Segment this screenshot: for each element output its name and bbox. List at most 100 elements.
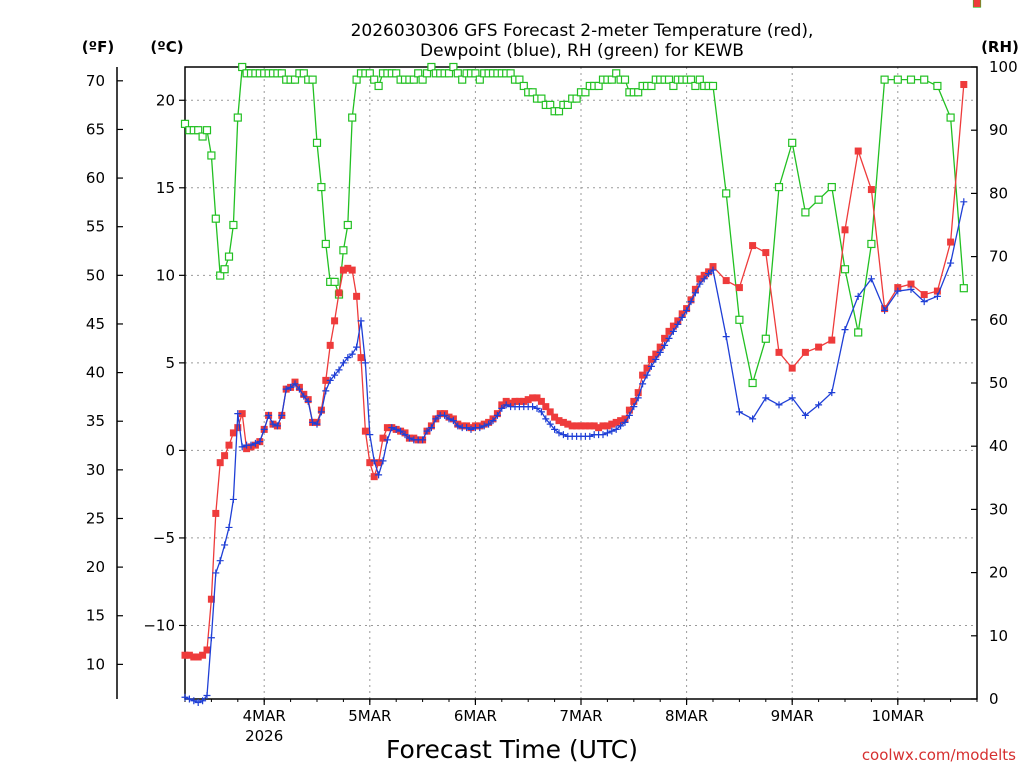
temperature-point: [854, 147, 862, 155]
dewpoint-point: [225, 523, 233, 531]
dewpoint-point: [933, 292, 941, 300]
dewpoint-point: [445, 415, 453, 423]
temperature-point: [331, 317, 339, 325]
dewpoint-point: [256, 438, 264, 446]
dewpoint-point: [678, 313, 686, 321]
rh-point: [946, 113, 955, 122]
rh-point: [546, 100, 555, 110]
temperature-point: [559, 418, 567, 426]
rh-point: [290, 75, 300, 84]
temperature-point: [639, 371, 647, 379]
temperature-line: [185, 84, 965, 658]
dewpoint-point: [480, 422, 488, 430]
dewpoint-point: [260, 425, 268, 433]
rh-tick-label: 100: [989, 58, 1018, 76]
temperature-point: [234, 424, 242, 432]
temperature-point: [617, 417, 625, 425]
dewpoint-point: [643, 371, 651, 379]
fahrenheit-tick-label: 55: [86, 218, 105, 236]
temperature-point: [612, 418, 620, 426]
date-tick-label: 6MAR: [454, 707, 497, 725]
rh-point: [519, 81, 528, 91]
rh-point: [880, 75, 889, 84]
rh-point: [220, 265, 229, 274]
rh-point: [409, 75, 418, 84]
dewpoint-point: [665, 334, 673, 342]
temperature-point: [221, 452, 229, 460]
celsius-unit-label: (ºC): [150, 38, 183, 56]
rh-tick-label: 60: [989, 311, 1008, 329]
temperature-point: [947, 238, 955, 246]
rh-point: [695, 75, 704, 84]
dewpoint-point: [502, 401, 510, 409]
temperature-point: [344, 264, 352, 272]
rh-point: [761, 334, 770, 343]
rh-point: [933, 81, 942, 91]
temperature-point: [586, 422, 594, 430]
rh-point: [418, 75, 427, 84]
celsius-tick-label: 10: [156, 266, 175, 284]
rh-point: [563, 100, 572, 110]
rh-point: [906, 75, 916, 84]
dewpoint-point: [212, 569, 220, 577]
dewpoint-point: [920, 298, 928, 306]
temperature-point: [498, 401, 506, 409]
x-axis-title: Forecast Time (UTC): [386, 735, 638, 764]
fahrenheit-tick-label: 20: [86, 558, 105, 576]
dewpoint-point: [705, 270, 713, 278]
dewpoint-point: [300, 392, 308, 400]
dewpoint-point: [656, 348, 664, 356]
rh-point: [748, 378, 757, 388]
temperature-point: [216, 459, 224, 467]
dewpoint-point: [625, 411, 633, 419]
dewpoint-point: [749, 415, 757, 423]
series-dewpoint: [181, 198, 968, 707]
dewpoint-point: [419, 436, 427, 444]
dewpoint-point: [326, 376, 334, 384]
dewpoint-point: [181, 693, 189, 701]
rh-point: [427, 62, 436, 72]
temperature-point: [762, 249, 770, 257]
celsius-tick-label: 20: [156, 91, 175, 109]
rh-point: [708, 81, 718, 91]
temperature-point: [678, 310, 686, 318]
temperature-point: [533, 394, 541, 402]
dewpoint-point: [366, 431, 374, 439]
dewpoint-point: [203, 691, 211, 699]
dewpoint-point: [801, 411, 809, 419]
rh-point: [348, 113, 357, 122]
rh-point: [277, 69, 286, 78]
temperature-point: [634, 389, 642, 397]
temperature-point: [243, 445, 251, 453]
chart-title: 2026030306 GFS Forecast 2-meter Temperat…: [351, 21, 814, 61]
temperature-point: [656, 343, 664, 351]
temperature-point: [542, 403, 550, 411]
rh-point: [554, 107, 564, 116]
temperature-point: [515, 397, 523, 405]
temperature-point: [229, 429, 237, 437]
dewpoint-point: [828, 389, 836, 397]
dewpoint-point: [788, 394, 796, 402]
temperature-point: [867, 186, 875, 194]
rh-tick-label: 50: [989, 374, 1008, 392]
rh-point: [634, 88, 643, 97]
dewpoint-point: [335, 366, 343, 374]
dewpoint-point: [194, 699, 202, 707]
rh-point: [453, 69, 462, 78]
date-tick-label: 7MAR: [559, 707, 602, 725]
rh-point: [233, 113, 242, 122]
rh-point: [814, 195, 823, 204]
dewpoint-point: [907, 285, 915, 293]
temperature-point: [665, 327, 673, 335]
temperature-point: [933, 287, 941, 295]
date-tick-label: 9MAR: [771, 707, 814, 725]
rh-point: [722, 189, 731, 198]
rh-line: [184, 65, 965, 384]
dewpoint-point: [815, 401, 823, 409]
dewpoint-point: [661, 341, 669, 349]
rh-tick-label: 40: [989, 437, 1008, 455]
dewpoint-point: [295, 385, 303, 393]
chart-title-line1: 2026030306 GFS Forecast 2-meter Temperat…: [351, 21, 814, 41]
rh-point: [343, 220, 352, 230]
date-tick-label: 8MAR: [665, 707, 708, 725]
